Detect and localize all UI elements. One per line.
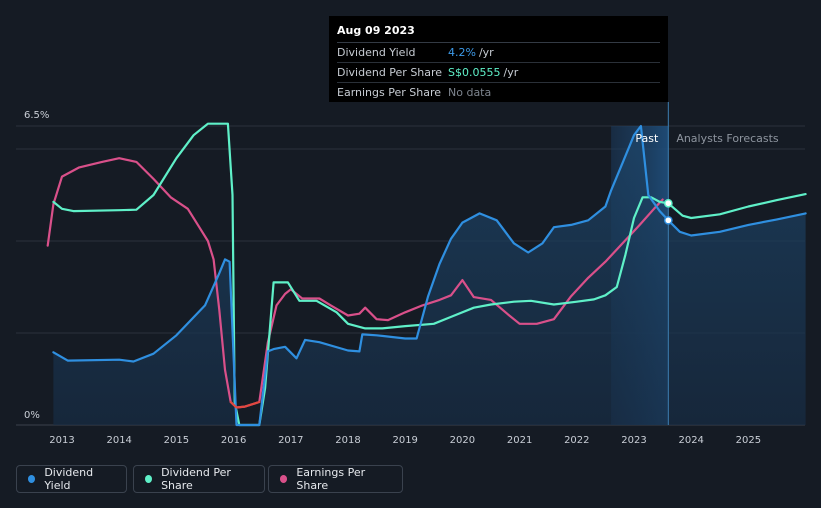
tooltip-row-dividend-per-share: Dividend Per Share S$0.0555 /yr <box>337 63 660 83</box>
tooltip-label: Dividend Per Share <box>337 66 443 79</box>
x-tick-label: 2019 <box>392 435 417 446</box>
past-label: Past <box>635 132 659 145</box>
tooltip-value: S$0.0555 <box>448 66 501 79</box>
marker-dividend-per-share <box>663 198 673 208</box>
legend-label: Dividend Yield <box>44 466 94 492</box>
tooltip-value: No data <box>448 86 492 99</box>
legend-label: Dividend Per Share <box>161 466 231 492</box>
line-earnings-per-share <box>46 157 664 409</box>
x-axis-ticks: 2013 2014 2015 2016 2017 2018 2019 2020 2021 2022… <box>49 435 761 446</box>
x-tick-label: 2021 <box>507 435 532 446</box>
tooltip: Aug 09 2023 Dividend Yield 4.2% /yr Divi… <box>329 16 668 102</box>
legend-dividend-per-share[interactable]: Dividend Per Share <box>133 465 265 493</box>
x-tick-label: 2014 <box>106 435 131 446</box>
tooltip-unit: /yr <box>478 46 494 59</box>
series-areas <box>53 126 806 425</box>
x-tick-label: 2023 <box>621 435 646 446</box>
marker-dividend-yield <box>663 215 673 225</box>
tooltip-label: Dividend Yield <box>337 46 416 59</box>
x-tick-label: 2016 <box>221 435 246 446</box>
x-tick-label: 2020 <box>450 435 475 446</box>
x-tick-label: 2024 <box>678 435 703 446</box>
area-dividend-yield <box>53 126 806 425</box>
line-earnings-per-share-negative-segment <box>229 400 261 409</box>
x-tick-label: 2013 <box>49 435 74 446</box>
legend-dividend-yield[interactable]: Dividend Yield <box>16 465 127 493</box>
line-dividend-yield <box>52 124 807 427</box>
series-lines <box>46 122 807 427</box>
legend-dot-icon <box>28 475 36 483</box>
tooltip-unit: /yr <box>503 66 519 79</box>
y-axis-bottom-label: 0% <box>24 410 40 421</box>
y-axis-top-label: 6.5% <box>24 110 49 121</box>
hover-markers <box>663 198 673 225</box>
legend-label: Earnings Per Share <box>296 466 366 492</box>
x-tick-label: 2015 <box>164 435 189 446</box>
legend-dot-icon <box>145 475 153 483</box>
tooltip-date: Aug 09 2023 <box>337 22 660 43</box>
legend-earnings-per-share[interactable]: Earnings Per Share <box>268 465 403 493</box>
forecast-label: Analysts Forecasts <box>676 132 779 145</box>
x-tick-label: 2022 <box>564 435 589 446</box>
legend-dot-icon <box>280 475 288 483</box>
line-dividend-per-share <box>52 122 807 427</box>
tooltip-value: 4.2% <box>448 46 476 59</box>
tooltip-label: Earnings Per Share <box>337 86 442 99</box>
x-tick-label: 2025 <box>736 435 761 446</box>
x-tick-label: 2017 <box>278 435 303 446</box>
tooltip-row-dividend-yield: Dividend Yield 4.2% /yr <box>337 43 660 63</box>
tooltip-row-earnings-per-share: Earnings Per Share No data <box>337 83 660 102</box>
x-tick-label: 2018 <box>335 435 360 446</box>
